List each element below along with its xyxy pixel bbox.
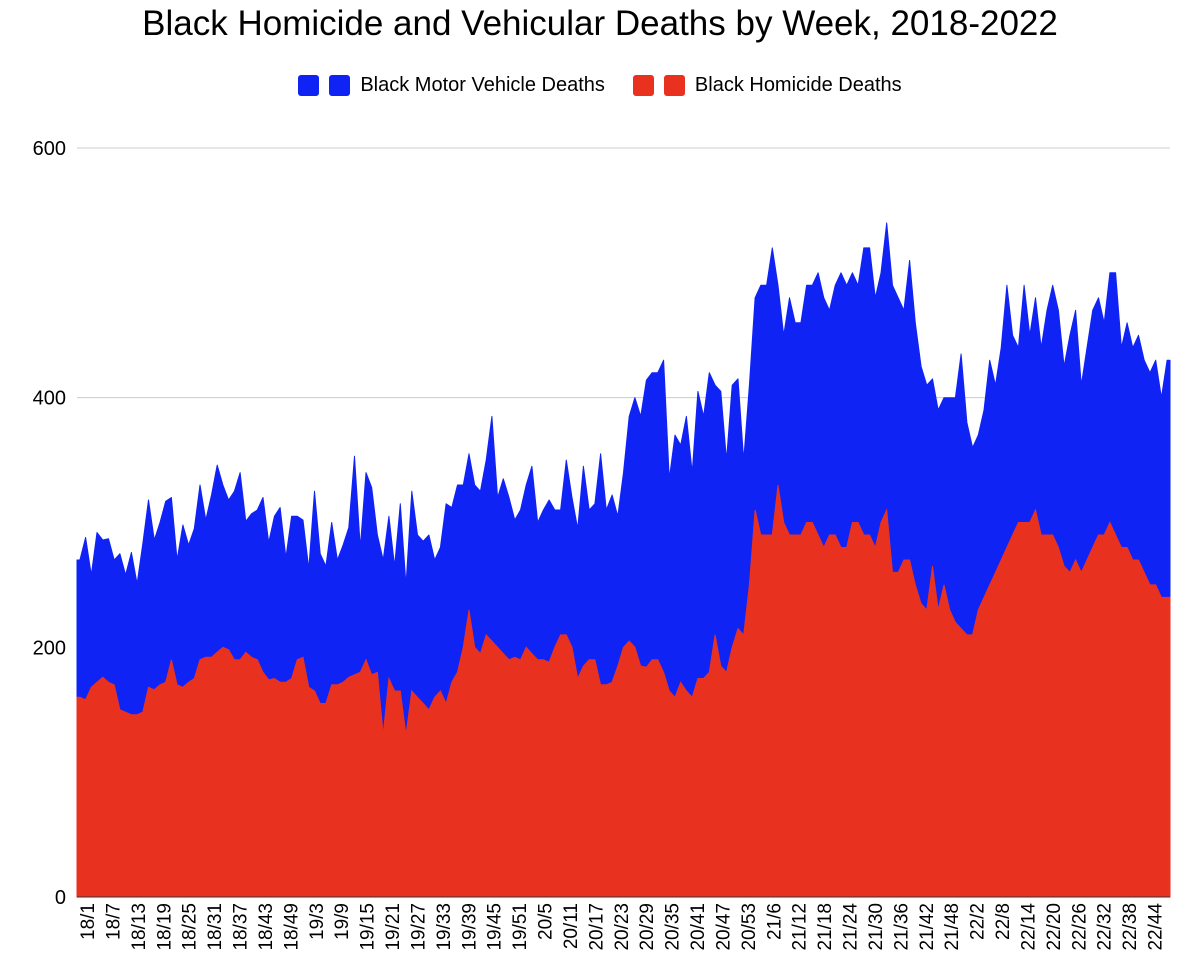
x-tick-label-19-33: 19/33	[434, 903, 455, 951]
x-tick-label-18-37: 18/37	[231, 903, 252, 951]
x-tick-label-20-29: 20/29	[637, 903, 658, 951]
x-tick-label-19-9: 19/9	[332, 903, 353, 940]
y-tick-label-200: 200	[33, 637, 66, 659]
x-tick-label-18-1: 18/1	[78, 903, 99, 940]
y-tick-label-400: 400	[33, 388, 66, 410]
x-tick-label-21-6: 21/6	[764, 903, 785, 940]
x-tick-label-19-45: 19/45	[485, 903, 506, 951]
x-tick-label-20-53: 20/53	[739, 903, 760, 951]
x-tick-label-22-14: 22/14	[1019, 903, 1040, 951]
x-tick-label-20-41: 20/41	[688, 903, 709, 951]
x-tick-label-22-44: 22/44	[1146, 903, 1167, 951]
legend-swatch-motor-vehicle-2	[329, 75, 351, 96]
x-tick-label-22-2: 22/2	[968, 903, 989, 940]
x-tick-label-18-49: 18/49	[281, 903, 302, 951]
x-tick-label-18-31: 18/31	[205, 903, 226, 951]
legend-item-motor-vehicle[interactable]: Black Motor Vehicle Deaths	[298, 74, 605, 97]
x-tick-label-20-47: 20/47	[714, 903, 735, 951]
x-tick-label-21-36: 21/36	[891, 903, 912, 951]
x-tick-label-20-23: 20/23	[612, 903, 633, 951]
x-tick-label-20-11: 20/11	[561, 903, 582, 949]
x-tick-label-21-48: 21/48	[942, 903, 963, 951]
x-tick-label-22-26: 22/26	[1069, 903, 1090, 951]
series-homicide-area	[76, 484, 1171, 898]
x-tick-label-20-5: 20/5	[536, 903, 557, 940]
x-tick-label-19-15: 19/15	[358, 903, 379, 951]
legend-swatch-motor-vehicle	[298, 75, 320, 96]
x-tick-label-19-3: 19/3	[307, 903, 328, 940]
x-tick-label-19-27: 19/27	[408, 903, 429, 951]
x-tick-label-19-21: 19/21	[383, 903, 404, 951]
x-tick-label-21-42: 21/42	[917, 903, 938, 951]
legend-label-motor-vehicle: Black Motor Vehicle Deaths	[360, 74, 605, 96]
x-tick-label-22-20: 22/20	[1044, 903, 1065, 951]
legend: Black Motor Vehicle Deaths Black Homicid…	[0, 74, 1200, 97]
x-tick-label-21-30: 21/30	[866, 903, 887, 951]
chart-title: Black Homicide and Vehicular Deaths by W…	[142, 4, 1058, 43]
x-tick-label-21-24: 21/24	[841, 903, 862, 951]
x-tick-label-18-19: 18/19	[154, 903, 175, 951]
y-tick-label-600: 600	[33, 138, 66, 160]
legend-label-homicide: Black Homicide Deaths	[694, 74, 902, 96]
x-tick-label-19-51: 19/51	[510, 903, 531, 951]
x-tick-label-18-25: 18/25	[180, 903, 201, 951]
legend-swatch-homicide-2	[663, 75, 685, 96]
x-tick-label-22-38: 22/38	[1120, 903, 1141, 951]
x-tick-label-22-8: 22/8	[993, 903, 1014, 940]
legend-item-homicide[interactable]: Black Homicide Deaths	[632, 74, 902, 97]
x-tick-label-20-35: 20/35	[663, 903, 684, 951]
x-tick-label-20-17: 20/17	[586, 903, 607, 951]
x-tick-label-18-7: 18/7	[103, 903, 124, 940]
x-tick-label-18-43: 18/43	[256, 903, 277, 951]
y-tick-label-0: 0	[55, 887, 66, 909]
x-tick-label-18-13: 18/13	[129, 903, 150, 951]
legend-swatch-homicide	[632, 75, 654, 96]
x-tick-label-21-12: 21/12	[790, 903, 811, 951]
x-tick-label-21-18: 21/18	[815, 903, 836, 951]
x-tick-label-19-39: 19/39	[459, 903, 480, 951]
x-tick-label-22-32: 22/32	[1095, 903, 1116, 951]
